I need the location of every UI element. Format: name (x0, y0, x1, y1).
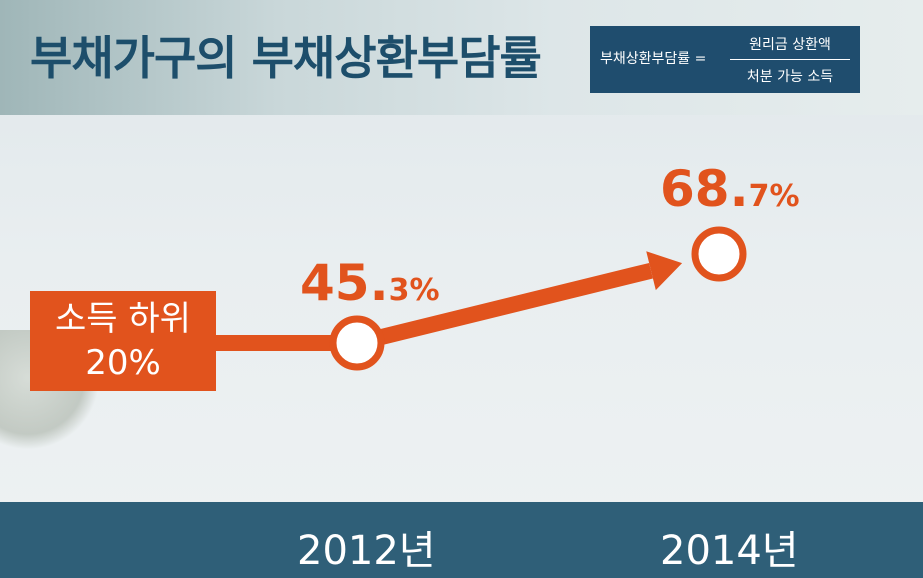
data-label-2012-decimal: 3% (388, 273, 440, 308)
x-axis-band (0, 502, 923, 578)
data-point-1 (691, 226, 747, 282)
data-label-2014: 68.7% (660, 160, 800, 218)
series-line (355, 262, 653, 351)
data-label-2014-whole: 68. (660, 160, 749, 218)
formula-lhs: 부채상환부담률 = (600, 51, 707, 67)
series-group-label: 소득 하위 20% (30, 291, 216, 391)
formula-box: 부채상환부담률 = 원리금 상환액 처분 가능 소득 (590, 26, 860, 93)
data-label-2014-decimal: 7% (748, 179, 800, 214)
formula-fraction-bar (730, 59, 850, 60)
series-arrowhead (646, 251, 683, 291)
x-tick-label-2012: 2012년 (297, 528, 436, 574)
data-point-0 (329, 315, 385, 371)
data-label-2012: 45.3% (300, 254, 440, 312)
formula-denominator: 처분 가능 소득 (746, 69, 834, 85)
data-label-2012-whole: 45. (300, 254, 389, 312)
group-label-line1: 소득 하위 (55, 299, 191, 339)
chart-title: 부채가구의 부채상환부담률 (30, 31, 542, 85)
group-label-line2: 20% (85, 343, 161, 383)
formula-numerator: 원리금 상환액 (749, 37, 831, 53)
x-tick-label-2014: 2014년 (660, 528, 799, 574)
